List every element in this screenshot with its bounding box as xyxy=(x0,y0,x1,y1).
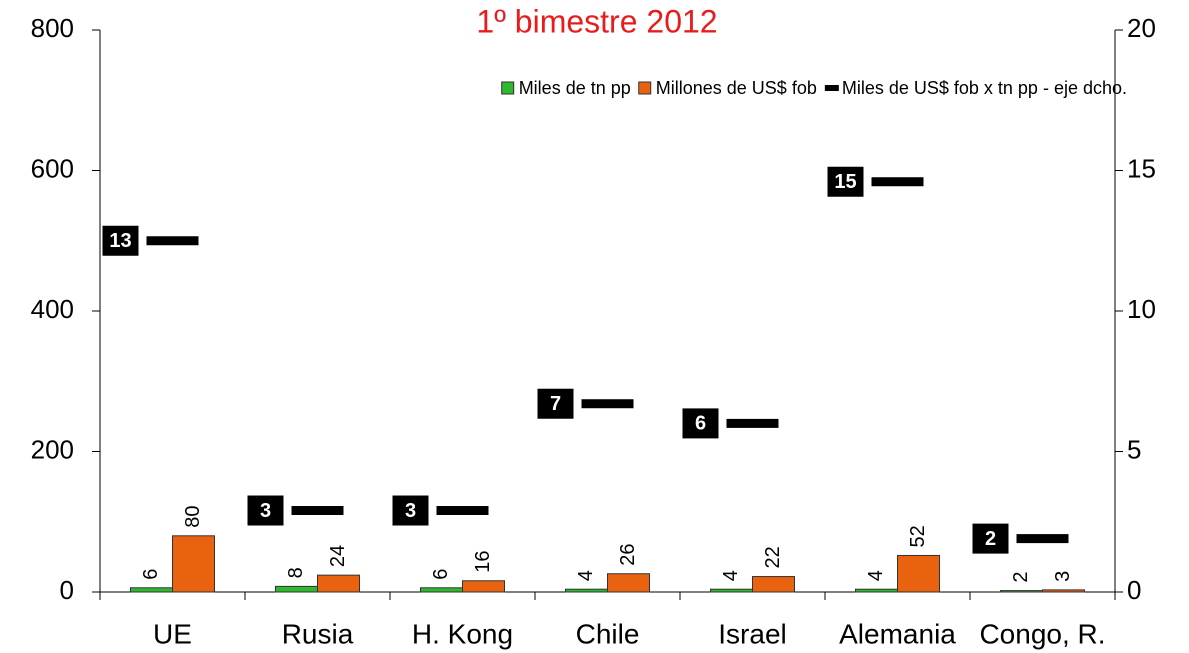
legend-label: Miles de US$ fob x tn pp - eje dcho. xyxy=(842,78,1127,98)
bar xyxy=(172,535,215,593)
marker xyxy=(436,506,489,516)
value-label: 2 xyxy=(1010,571,1032,582)
y2-tick-label: 0 xyxy=(1127,575,1141,605)
value-label: 3 xyxy=(1052,571,1074,582)
bar xyxy=(752,576,795,593)
value-label-box xyxy=(972,523,1009,554)
bar xyxy=(710,588,753,593)
bar xyxy=(275,585,318,593)
value-label-box xyxy=(247,495,284,526)
x-tick-label: Chile xyxy=(576,618,640,649)
chart-subtitle: 1º bimestre 2012 xyxy=(476,3,717,39)
value-label: 52 xyxy=(907,525,929,547)
value-label-box xyxy=(682,408,719,439)
x-tick-label: UE xyxy=(153,618,192,649)
value-label-box xyxy=(537,388,574,419)
marker xyxy=(726,418,779,428)
value-label: 6 xyxy=(140,569,162,580)
value-label: 8 xyxy=(285,567,307,578)
y2-tick-label: 15 xyxy=(1127,153,1156,183)
y-tick-label: 0 xyxy=(60,575,74,605)
value-label: 24 xyxy=(327,545,349,567)
x-tick-label: Congo, R. xyxy=(979,618,1105,649)
y2-tick-label: 5 xyxy=(1127,434,1141,464)
value-label-box xyxy=(827,166,864,197)
value-label-box xyxy=(392,495,429,526)
value-label: 3 xyxy=(405,500,416,522)
value-label: 6 xyxy=(695,413,706,435)
value-label: 16 xyxy=(472,551,494,573)
marker xyxy=(291,506,344,516)
legend-label: Millones de US$ fob xyxy=(656,78,817,98)
bar xyxy=(897,554,940,593)
value-label: 4 xyxy=(865,570,887,581)
bar xyxy=(130,587,173,593)
marker xyxy=(581,399,634,409)
x-tick-label: Alemania xyxy=(839,618,956,649)
marker xyxy=(871,177,924,187)
marker xyxy=(1016,534,1069,544)
value-label: 13 xyxy=(109,230,131,252)
y-tick-label: 200 xyxy=(31,434,74,464)
bar xyxy=(462,580,505,593)
bar xyxy=(855,588,898,593)
bar xyxy=(607,573,650,593)
value-label: 4 xyxy=(575,570,597,581)
legend-swatch xyxy=(824,85,839,91)
legend-swatch xyxy=(501,81,515,95)
value-label: 2 xyxy=(985,528,996,550)
bar xyxy=(420,587,463,593)
y2-tick-label: 10 xyxy=(1127,294,1156,324)
value-label: 26 xyxy=(617,543,639,565)
x-tick-label: H. Kong xyxy=(412,618,513,649)
value-label: 80 xyxy=(182,506,204,528)
value-label-box xyxy=(102,225,139,256)
value-label: 7 xyxy=(550,393,561,415)
x-tick-label: Rusia xyxy=(282,618,354,649)
value-label: 6 xyxy=(430,569,452,580)
y-tick-label: 400 xyxy=(31,294,74,324)
legend-label: Miles de tn pp xyxy=(519,78,631,98)
value-label: 22 xyxy=(762,546,784,568)
y-tick-label: 600 xyxy=(31,153,74,183)
bar xyxy=(1042,589,1085,593)
bar xyxy=(317,574,360,593)
y2-tick-label: 20 xyxy=(1127,13,1156,43)
value-label: 3 xyxy=(260,500,271,522)
legend-swatch xyxy=(638,81,652,95)
y-tick-label: 800 xyxy=(31,13,74,43)
x-tick-label: Israel xyxy=(718,618,786,649)
value-label: 15 xyxy=(834,171,856,193)
value-label: 4 xyxy=(720,570,742,581)
marker xyxy=(146,236,199,246)
bar xyxy=(565,588,608,593)
legend: Miles de tn pp Millones de US$ fob Miles d… xyxy=(501,78,1127,98)
bar xyxy=(1000,590,1043,593)
